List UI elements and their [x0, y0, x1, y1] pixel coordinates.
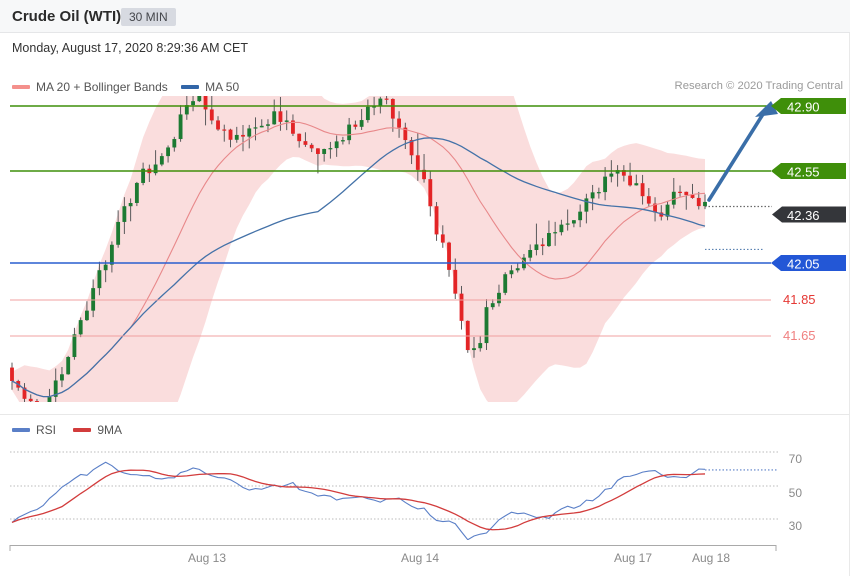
- svg-text:41.65: 41.65: [783, 328, 816, 343]
- svg-text:42.36: 42.36: [787, 208, 820, 223]
- svg-text:41.85: 41.85: [783, 292, 816, 307]
- svg-text:42.90: 42.90: [787, 100, 820, 115]
- svg-text:42.05: 42.05: [787, 257, 820, 272]
- svg-text:42.55: 42.55: [787, 165, 820, 180]
